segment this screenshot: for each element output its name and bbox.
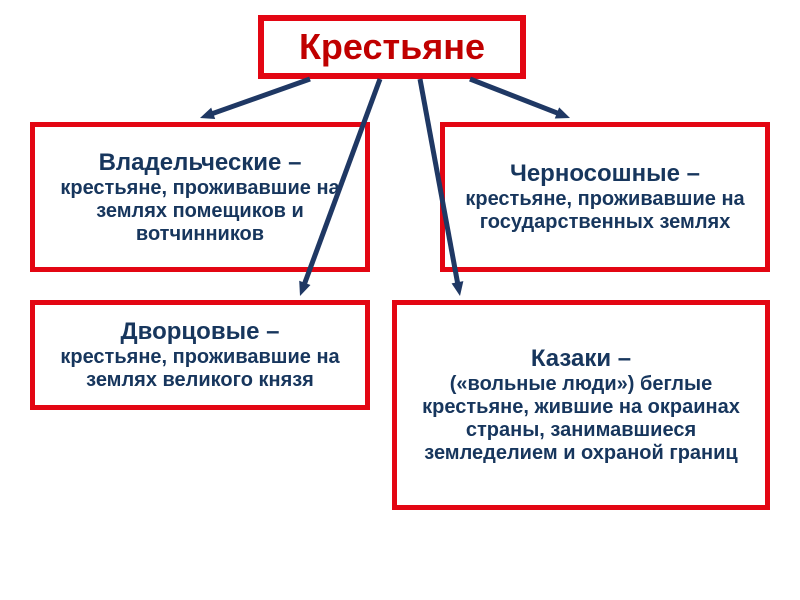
root-node-label: Крестьяне — [299, 26, 485, 68]
child-node-3-title: Казаки – — [531, 345, 631, 373]
child-node-1-desc: крестьяне, проживавшие на государственны… — [453, 188, 757, 234]
child-node-2: Дворцовые – крестьяне, проживавшие на зе… — [30, 300, 370, 410]
child-node-0-desc: крестьяне, проживавшие на землях помещик… — [43, 177, 357, 246]
child-node-0: Владельческие – крестьяне, проживавшие н… — [30, 122, 370, 272]
child-node-1-title: Черносошные – — [510, 160, 700, 188]
child-node-3: Казаки – («вольные люди») беглые крестья… — [392, 300, 770, 510]
child-node-0-title: Владельческие – — [99, 149, 302, 177]
child-node-1: Черносошные – крестьяне, проживавшие на … — [440, 122, 770, 272]
child-node-2-desc: крестьяне, проживавшие на землях великог… — [43, 346, 357, 392]
child-node-2-title: Дворцовые – — [121, 318, 280, 346]
root-node: Крестьяне — [258, 15, 526, 79]
child-node-3-desc: («вольные люди») беглые крестьяне, живши… — [405, 373, 757, 465]
